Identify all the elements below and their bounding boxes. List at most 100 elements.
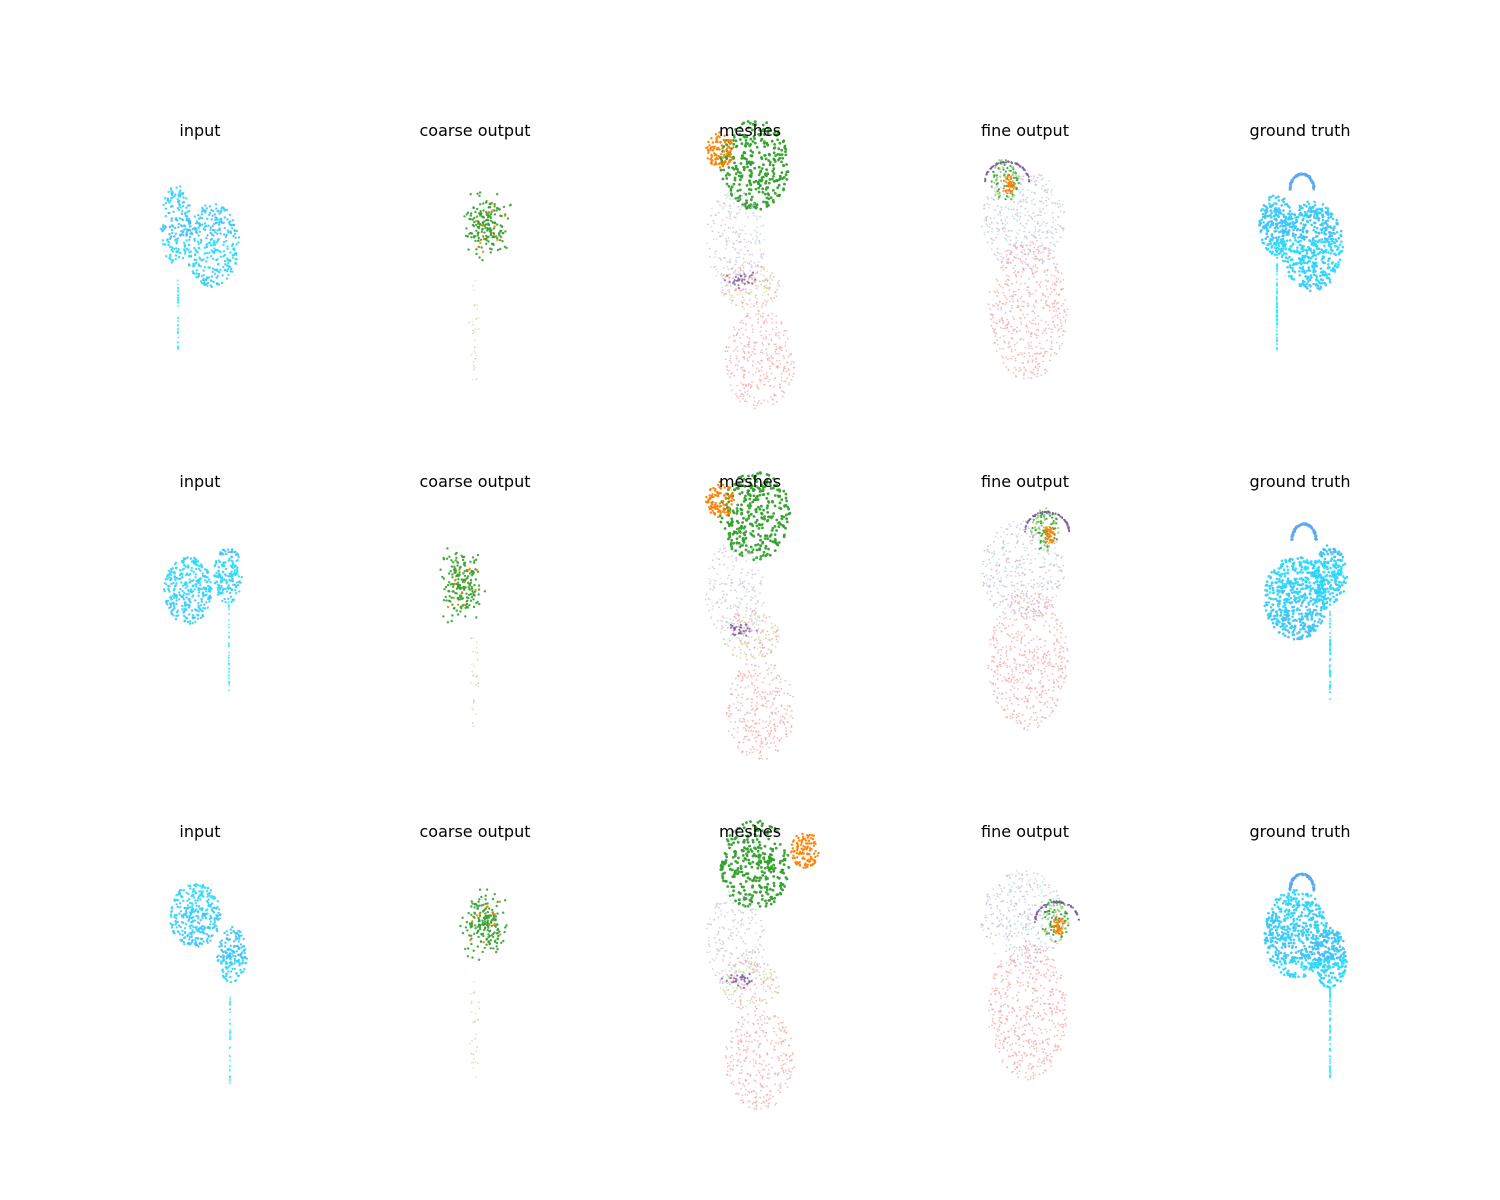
point	[1003, 184, 1006, 188]
point	[234, 262, 237, 265]
point	[1052, 217, 1055, 219]
point	[998, 301, 1001, 303]
point	[1273, 217, 1276, 221]
point	[174, 578, 177, 582]
point	[760, 167, 764, 170]
point	[760, 504, 763, 508]
point	[777, 147, 781, 151]
point	[997, 192, 1000, 195]
point	[185, 234, 188, 237]
point	[1302, 223, 1306, 226]
point	[757, 388, 760, 390]
point	[749, 163, 753, 167]
point	[1007, 160, 1010, 163]
point	[791, 375, 794, 378]
point	[1044, 295, 1047, 298]
point	[763, 377, 766, 380]
point	[183, 610, 186, 613]
point	[194, 563, 198, 567]
point	[994, 190, 996, 193]
point	[472, 323, 474, 326]
point	[208, 600, 211, 603]
point	[784, 492, 788, 496]
point	[446, 605, 450, 609]
point	[197, 588, 200, 591]
point	[1308, 260, 1311, 263]
point	[1275, 329, 1278, 332]
point	[470, 236, 473, 239]
point	[734, 339, 736, 342]
point	[761, 190, 765, 194]
point	[1272, 236, 1275, 240]
point	[1327, 263, 1330, 266]
point	[229, 270, 232, 273]
point	[1009, 185, 1013, 188]
point	[1322, 240, 1326, 244]
point	[996, 176, 999, 179]
point	[1000, 219, 1003, 222]
point	[1006, 175, 1009, 178]
point	[476, 234, 479, 237]
point	[1041, 258, 1044, 260]
point	[174, 254, 178, 257]
point	[214, 249, 217, 252]
point	[477, 225, 481, 228]
point	[738, 194, 742, 198]
point	[752, 558, 756, 562]
point	[1059, 225, 1061, 227]
point	[737, 271, 740, 273]
point	[206, 256, 209, 259]
point	[182, 229, 185, 232]
point	[755, 203, 759, 207]
point	[752, 180, 756, 184]
point	[1027, 360, 1030, 362]
point	[1062, 229, 1065, 232]
point	[1025, 258, 1027, 261]
point	[735, 395, 738, 398]
point	[749, 317, 752, 319]
point	[1263, 216, 1267, 220]
point	[489, 251, 492, 254]
point	[1053, 306, 1056, 308]
point	[1059, 319, 1062, 321]
point	[710, 137, 713, 140]
point	[1004, 220, 1007, 223]
point	[209, 279, 213, 282]
point	[784, 173, 788, 177]
point	[1280, 204, 1283, 207]
point	[1040, 200, 1043, 203]
point	[774, 394, 776, 397]
point	[742, 271, 745, 273]
point	[1037, 315, 1040, 317]
point	[722, 168, 726, 172]
point	[1294, 233, 1297, 237]
point	[1020, 337, 1023, 340]
point	[182, 567, 186, 570]
point	[190, 590, 193, 594]
point	[222, 553, 225, 556]
point	[755, 284, 758, 287]
point	[215, 207, 218, 210]
point	[1014, 264, 1016, 267]
point	[210, 208, 213, 212]
point	[1055, 269, 1057, 272]
point	[1337, 252, 1341, 256]
point	[225, 269, 229, 273]
point	[1283, 252, 1286, 255]
point	[466, 211, 470, 214]
point	[1006, 192, 1009, 195]
point	[171, 250, 175, 253]
point	[1027, 286, 1030, 289]
point	[1029, 249, 1031, 252]
point	[993, 330, 995, 333]
point	[752, 494, 756, 498]
point	[1335, 221, 1338, 224]
point	[1270, 222, 1274, 225]
point	[177, 255, 181, 259]
point	[223, 233, 226, 236]
point	[1032, 177, 1035, 180]
point	[738, 183, 741, 186]
point	[1004, 206, 1007, 209]
ground-truth-point-cloud	[1258, 172, 1344, 351]
point	[1320, 231, 1324, 234]
